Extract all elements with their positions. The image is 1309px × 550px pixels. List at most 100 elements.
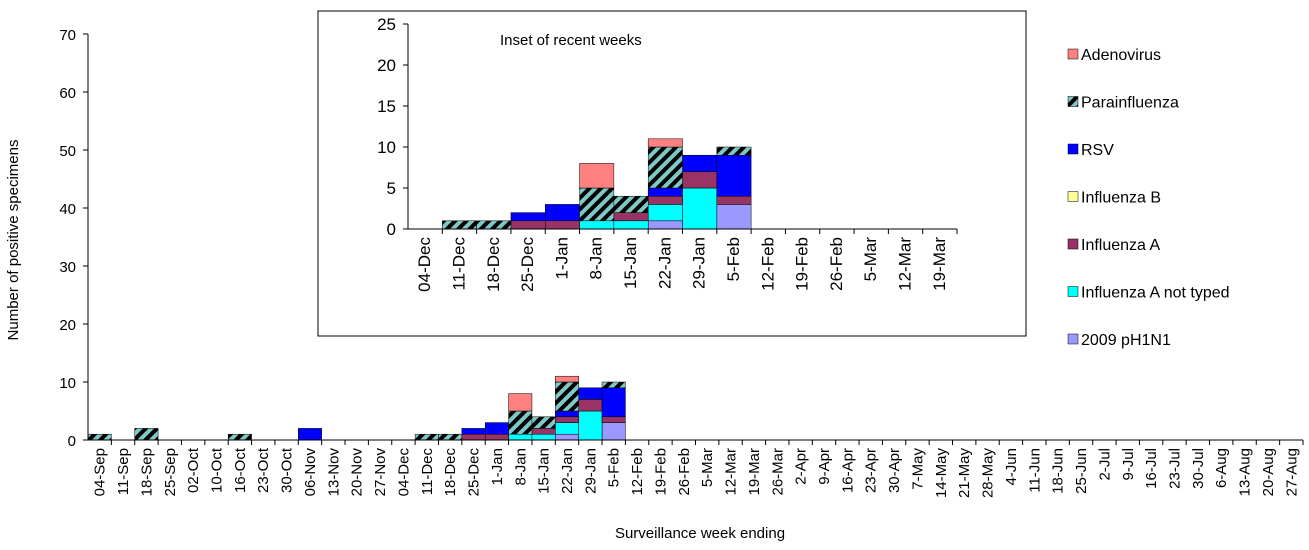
x-tick-label: 28-May [980, 448, 997, 499]
bar-segment [613, 212, 649, 222]
legend-swatch [1067, 333, 1079, 345]
x-tick-label: 1-Jan [552, 237, 571, 280]
bar-segment [716, 195, 752, 205]
x-tick-label: 02-Oct [185, 447, 202, 493]
bar-segment [716, 204, 752, 230]
y-tick-label: 5 [387, 179, 396, 198]
bar-segment [579, 163, 615, 189]
legend-swatch [1067, 48, 1079, 60]
x-tick-label: 23-Oct [255, 447, 272, 493]
bar-segment [682, 154, 718, 172]
x-tick-label: 30-Oct [279, 447, 296, 493]
bar-segment [508, 433, 533, 441]
legend-label: 2009 pH1N1 [1081, 332, 1171, 349]
bar-segment [545, 220, 580, 230]
x-tick-label: 9-Jul [1120, 448, 1137, 481]
y-tick-label: 0 [68, 433, 76, 450]
bar-segment [555, 381, 579, 412]
bar-segment [461, 428, 486, 435]
bar-segment [578, 410, 603, 441]
x-tick-label: 16-Apr [839, 448, 856, 493]
bar-segment [647, 138, 683, 148]
bar-segment [716, 154, 752, 197]
bar-segment [555, 433, 579, 441]
x-tick-label: 27-Aug [1283, 448, 1300, 496]
x-tick-label: 15-Jan [536, 448, 553, 494]
x-tick-label: 10-Oct [209, 447, 226, 493]
x-tick-label: 6-Aug [1213, 448, 1230, 488]
x-tick-label: 25-Jun [1073, 448, 1090, 494]
x-tick-label: 12-Feb [629, 448, 646, 496]
x-tick-label: 11-Dec [419, 448, 436, 496]
y-tick-label: 50 [59, 143, 76, 160]
bar-segment [601, 381, 626, 389]
x-tick-label: 18-Jun [1050, 448, 1067, 494]
bar-segment [682, 171, 718, 189]
x-tick-label: 18-Sep [138, 448, 155, 496]
x-tick-label: 5-Mar [699, 448, 716, 487]
y-axis-title: Number of positive specimens [5, 140, 22, 341]
x-tick-label: 13-Aug [1237, 448, 1254, 496]
x-tick-label: 18-Dec [484, 237, 503, 292]
x-tick-label: 18-Dec [442, 448, 459, 497]
bar-segment [414, 433, 439, 441]
x-tick-label: 04-Dec [415, 237, 434, 292]
x-tick-label: 27-Nov [372, 448, 389, 497]
x-tick-label: 29-Jan [690, 237, 709, 289]
x-tick-label: 23-Jul [1166, 448, 1183, 489]
x-tick-label: 29-Jan [582, 448, 599, 494]
bar-segment [531, 428, 556, 435]
x-tick-label: 19-Mar [930, 237, 949, 291]
x-tick-label: 4-Jun [1003, 448, 1020, 486]
bar-segment [298, 428, 322, 441]
x-tick-label: 25-Sep [162, 448, 179, 496]
inset-title: Inset of recent weeks [500, 32, 642, 49]
bar-segment [87, 433, 112, 441]
x-tick-label: 13-Nov [325, 448, 342, 497]
x-axis-title: Surveillance week ending [615, 525, 785, 542]
x-tick-label: 26-Feb [827, 237, 846, 291]
x-tick-label: 04-Dec [395, 448, 412, 497]
y-tick-label: 15 [377, 97, 396, 116]
x-tick-label: 8-Jan [587, 237, 606, 280]
legend-swatch [1067, 96, 1079, 107]
legend-label: Adenovirus [1081, 47, 1161, 64]
bar-segment [508, 410, 533, 435]
bar-segment [531, 416, 556, 429]
bar-segment [510, 212, 546, 222]
bar-segment [613, 220, 649, 230]
x-tick-label: 9-Apr [816, 448, 833, 485]
bar-segment [578, 387, 603, 400]
bar-segment [601, 387, 626, 418]
x-tick-label: 2-Jul [1096, 448, 1113, 481]
bar-segment [579, 187, 615, 222]
x-tick-label: 06-Nov [302, 448, 319, 497]
x-tick-label: 30-Apr [886, 448, 903, 493]
bar-segment [601, 416, 626, 423]
bar-segment [531, 433, 556, 441]
legend-swatch [1067, 286, 1079, 297]
x-tick-label: 25-Dec [466, 448, 483, 497]
legend-label: Parainfluenza [1081, 95, 1179, 112]
bar-segment [438, 433, 463, 441]
bar-segment [227, 433, 252, 441]
x-tick-label: 19-Feb [652, 448, 669, 496]
bar-segment [555, 375, 579, 383]
bar-segment [555, 416, 579, 423]
x-tick-label: 12-Mar [723, 448, 740, 496]
bar-segment [442, 220, 477, 230]
y-tick-label: 10 [377, 138, 396, 157]
x-tick-label: 2-Apr [793, 448, 810, 485]
x-tick-label: 11-Jun [1026, 448, 1043, 493]
bar-segment [134, 428, 159, 441]
legend-swatch [1067, 238, 1079, 250]
x-tick-label: 22-Jan [559, 448, 576, 494]
x-tick-label: 7-May [909, 448, 926, 490]
x-tick-label: 5-Feb [606, 448, 623, 487]
bar-segment [716, 146, 752, 156]
legend-swatch [1067, 143, 1079, 155]
y-tick-label: 30 [59, 259, 76, 276]
x-tick-label: 20-Nov [349, 448, 366, 497]
x-tick-label: 25-Dec [518, 237, 537, 292]
